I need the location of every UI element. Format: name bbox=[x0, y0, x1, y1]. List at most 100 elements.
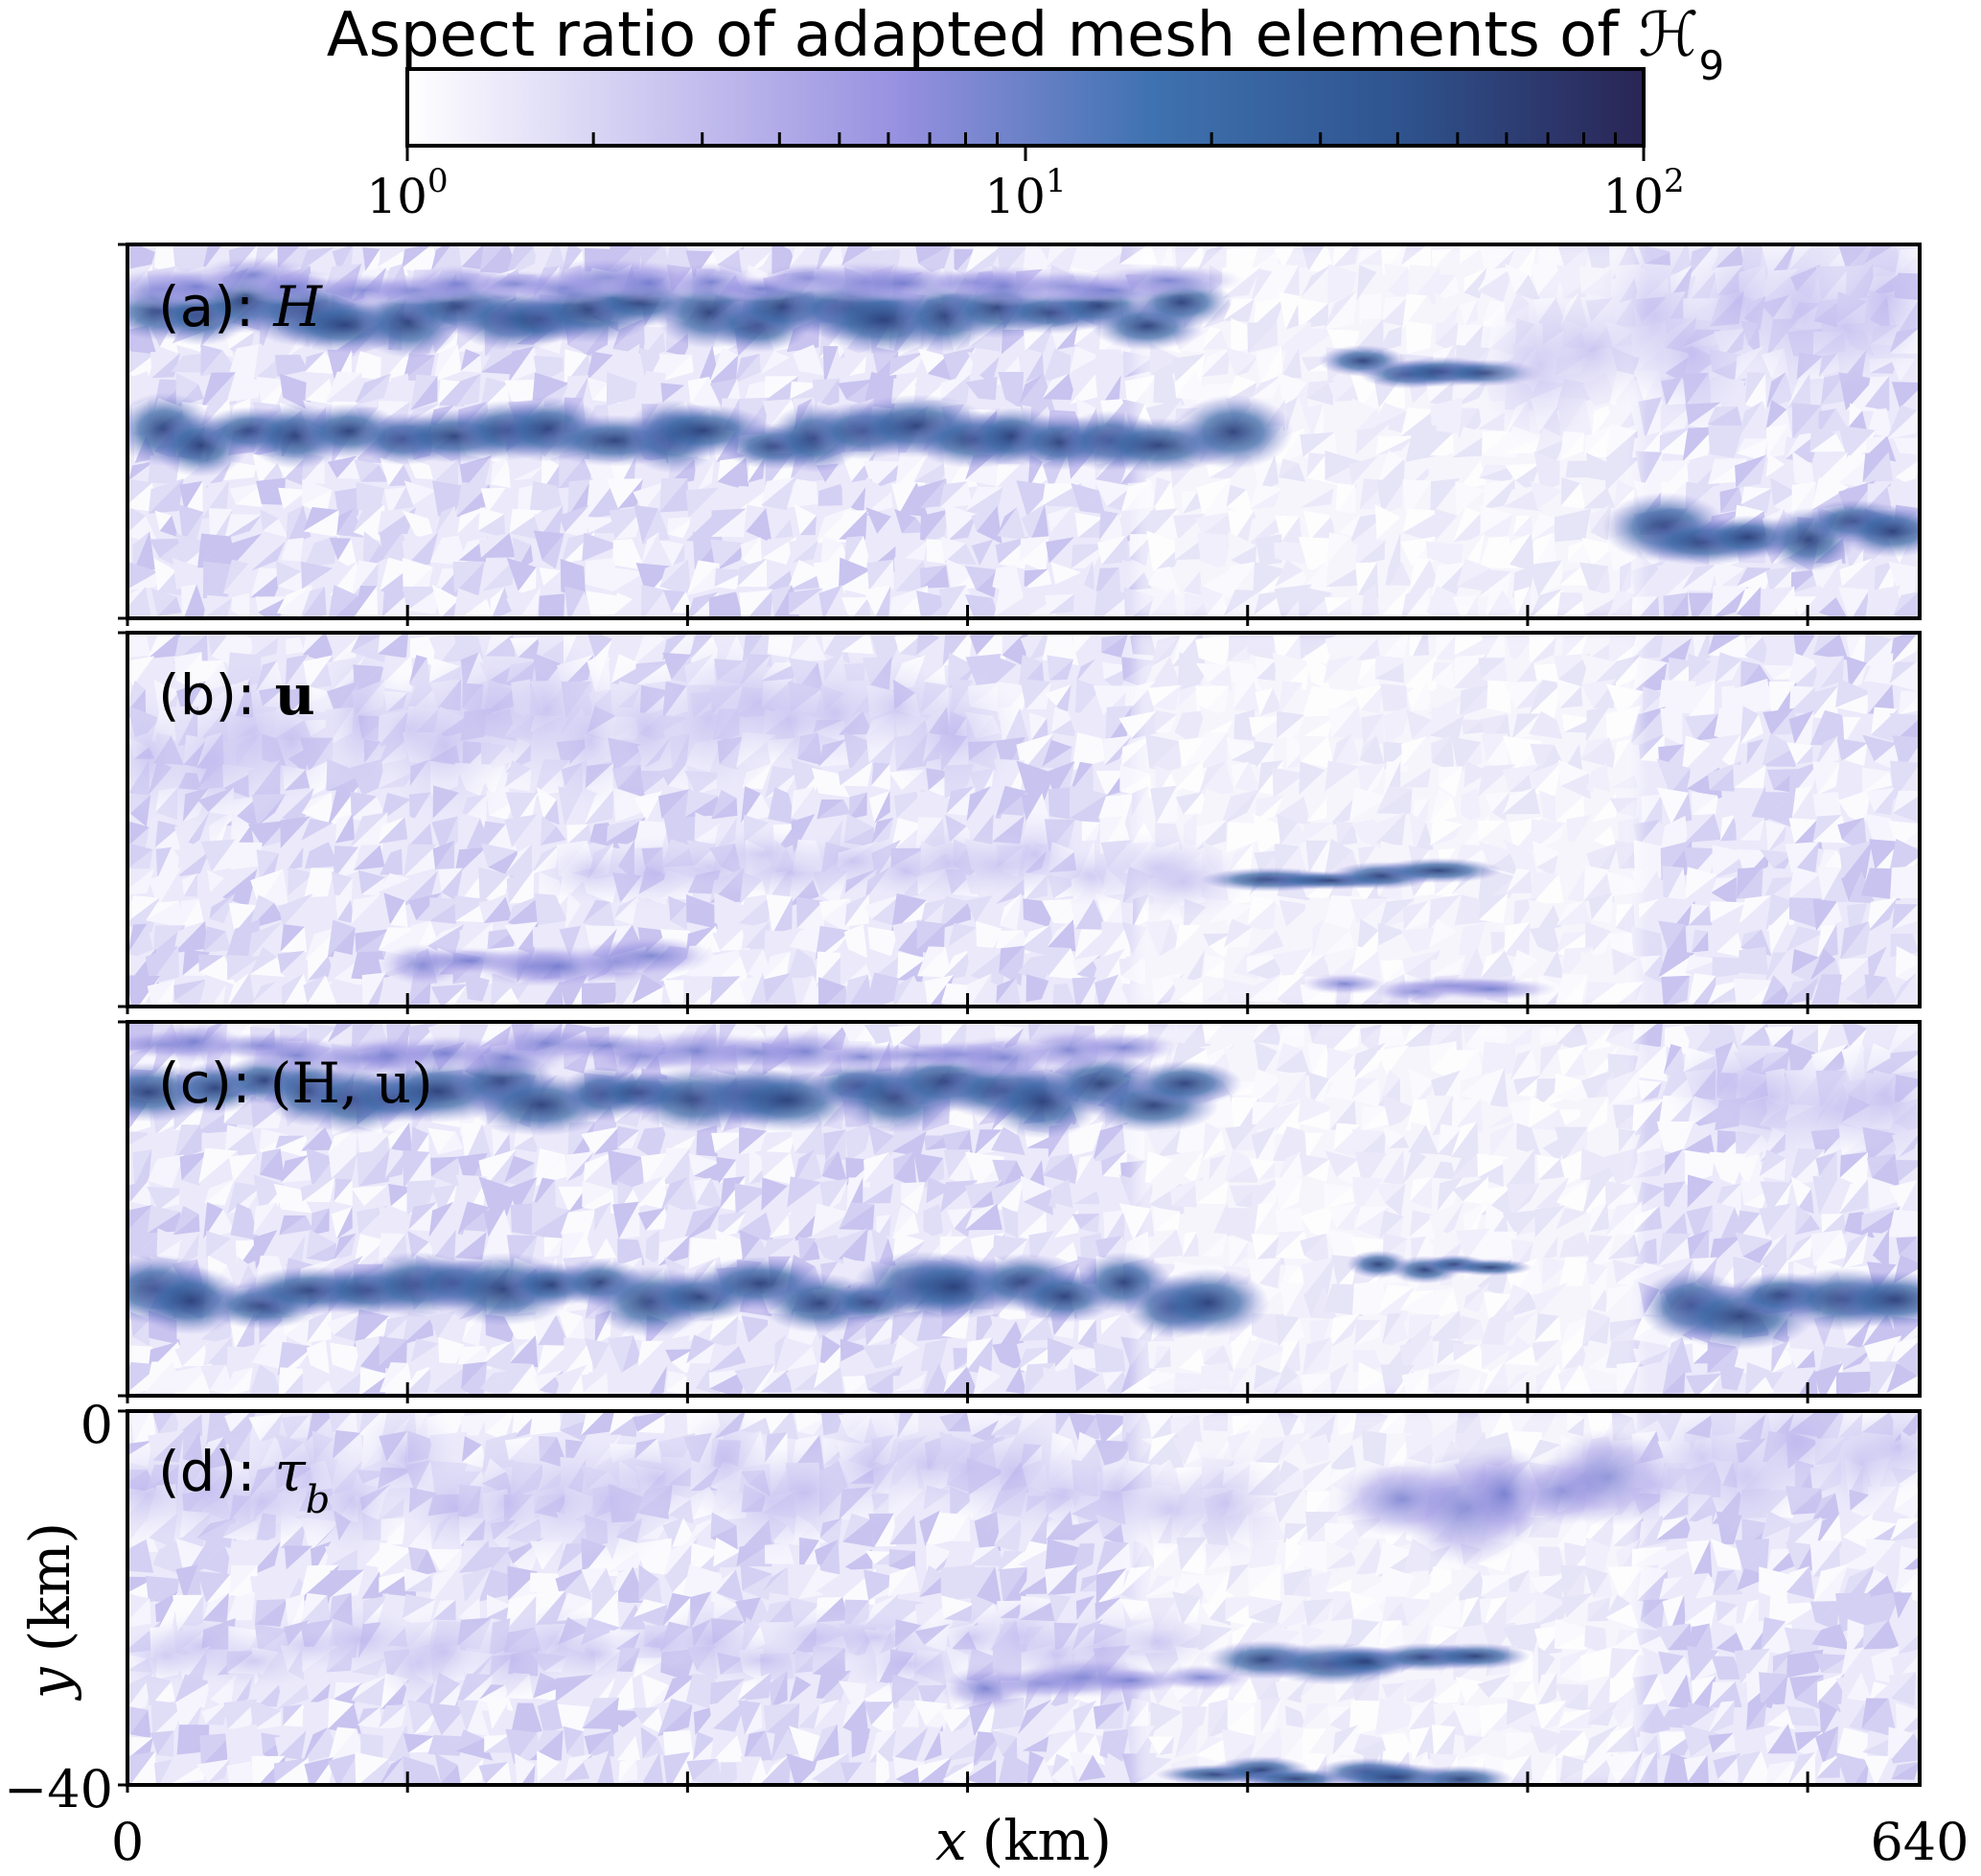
mesh-cell bbox=[1784, 977, 1819, 1005]
mesh-cell bbox=[586, 479, 614, 520]
mesh-cell bbox=[1816, 901, 1843, 932]
mesh-cell bbox=[1763, 792, 1797, 827]
mesh-cell bbox=[1046, 537, 1075, 564]
mesh-cell bbox=[406, 1180, 437, 1216]
mesh-cell bbox=[607, 478, 644, 509]
mesh-cell bbox=[1788, 867, 1820, 900]
mesh-cell bbox=[1791, 596, 1817, 617]
mesh-cell bbox=[327, 1128, 357, 1154]
mesh-cell bbox=[1740, 660, 1760, 689]
mesh-cell bbox=[428, 633, 464, 663]
mesh-cell bbox=[256, 376, 286, 403]
mesh-cell bbox=[153, 925, 186, 956]
mesh-cell bbox=[1712, 586, 1748, 618]
chart-title: Aspect ratio of adapted mesh elements of… bbox=[327, 0, 1724, 89]
mesh-cell bbox=[1893, 790, 1920, 814]
mesh-cell bbox=[940, 374, 971, 404]
mesh-cell bbox=[765, 1133, 796, 1153]
mesh-cell bbox=[659, 477, 688, 513]
mesh-cell bbox=[693, 1162, 724, 1182]
mesh-cell bbox=[1637, 596, 1660, 618]
mesh-cell bbox=[200, 839, 236, 872]
mesh-cell bbox=[1050, 505, 1081, 537]
mesh-cell bbox=[1632, 765, 1670, 787]
mesh-cell bbox=[1866, 435, 1888, 456]
mesh-cell bbox=[281, 537, 304, 561]
mesh-cell bbox=[1042, 482, 1081, 506]
mesh-cell bbox=[1670, 768, 1691, 795]
mesh-cell bbox=[1773, 637, 1797, 667]
mesh-cell bbox=[787, 958, 819, 979]
mesh-cell bbox=[478, 514, 506, 539]
mesh-cell bbox=[714, 817, 737, 852]
mesh-cell bbox=[127, 826, 150, 849]
mesh-cell bbox=[714, 892, 735, 924]
mesh-cell bbox=[924, 975, 955, 1007]
mesh-cell bbox=[566, 375, 589, 412]
mesh-cell bbox=[1633, 1044, 1668, 1081]
mesh-cell bbox=[1767, 586, 1796, 618]
mesh-cell bbox=[822, 345, 839, 386]
mesh-cell bbox=[583, 1150, 618, 1188]
mesh-cell bbox=[659, 477, 688, 513]
mesh-cell bbox=[1669, 592, 1689, 618]
mesh-cell bbox=[481, 349, 518, 375]
mesh-cell bbox=[1874, 788, 1896, 815]
mesh-cell bbox=[402, 510, 428, 537]
mesh-cell bbox=[538, 894, 567, 926]
mesh-cell bbox=[658, 540, 684, 567]
mesh-cell bbox=[534, 1148, 565, 1187]
mesh-cell bbox=[443, 984, 468, 1007]
mesh-cell bbox=[1691, 976, 1716, 1007]
mesh-cell bbox=[1886, 405, 1918, 440]
mesh-cell bbox=[685, 511, 717, 542]
mesh-cell bbox=[741, 793, 773, 823]
mesh-cell bbox=[1043, 348, 1071, 380]
mesh-cell bbox=[1632, 1154, 1669, 1178]
mesh-cell bbox=[920, 898, 950, 926]
mesh-cell bbox=[362, 531, 380, 571]
mesh-cell bbox=[403, 1149, 430, 1189]
mesh-cell bbox=[1811, 761, 1840, 795]
mesh-cell bbox=[608, 1149, 643, 1185]
mesh-cell bbox=[641, 532, 660, 566]
mesh-cell bbox=[851, 597, 871, 618]
mesh-cell bbox=[1001, 488, 1031, 513]
mesh-cell bbox=[301, 1126, 336, 1151]
mesh-cell bbox=[1020, 678, 1051, 709]
mesh-cell bbox=[410, 374, 438, 411]
mesh-cell bbox=[1788, 873, 1820, 900]
mesh-cell bbox=[977, 633, 1006, 660]
mesh-cell bbox=[1759, 849, 1794, 869]
mesh-cell bbox=[506, 458, 544, 481]
mesh-cell bbox=[334, 894, 351, 920]
mesh-cell bbox=[490, 587, 505, 618]
mesh-cell bbox=[1818, 558, 1844, 597]
mesh-cell bbox=[895, 560, 929, 591]
mesh-cell bbox=[146, 900, 179, 921]
mesh-cell bbox=[606, 371, 637, 406]
mesh-cell bbox=[992, 351, 1019, 385]
mesh-cell bbox=[381, 592, 410, 618]
mesh-cell bbox=[742, 921, 770, 947]
mesh-cell bbox=[127, 633, 147, 655]
mesh-cell bbox=[517, 1176, 538, 1213]
mesh-cell bbox=[1633, 662, 1668, 692]
mesh-cell bbox=[1849, 903, 1868, 932]
mesh-cell bbox=[939, 481, 973, 509]
mesh-cell bbox=[917, 1022, 949, 1049]
mesh-cell bbox=[865, 507, 892, 534]
mesh-cell bbox=[1794, 710, 1814, 748]
mesh-cell bbox=[1069, 794, 1108, 827]
mesh-cell bbox=[670, 903, 688, 931]
mesh-cell bbox=[791, 786, 824, 820]
mesh-cell bbox=[183, 584, 208, 618]
mesh-cell bbox=[760, 1151, 791, 1178]
mesh-cell bbox=[228, 1153, 258, 1182]
mesh-cell bbox=[173, 1124, 208, 1162]
mesh-cell bbox=[945, 458, 979, 491]
mesh-cell bbox=[336, 455, 360, 479]
mesh-cell bbox=[709, 346, 739, 383]
mesh-cell bbox=[1862, 734, 1897, 762]
mesh-cell bbox=[1736, 867, 1763, 899]
